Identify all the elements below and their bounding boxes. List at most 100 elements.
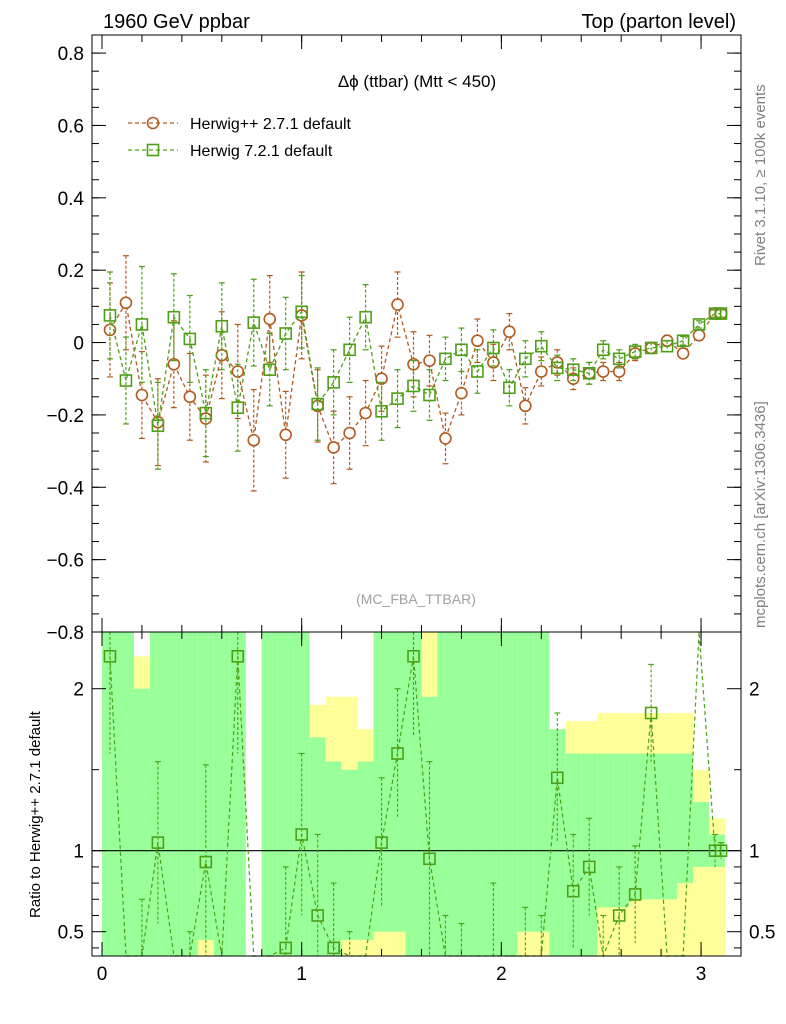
mcplots-reference-label: mcplots.cern.ch [arXiv:1306.3436] xyxy=(752,401,769,628)
herwigpp-point xyxy=(596,365,610,378)
ratio-y-tick-label-right: 1 xyxy=(749,842,760,863)
ratio-herwig7-point xyxy=(628,888,642,901)
ratio-y-axis-label: Ratio to Herwig++ 2.7.1 default xyxy=(27,710,44,918)
herwigpp-point xyxy=(676,347,690,360)
ratio-band-inner xyxy=(437,632,454,956)
ratio-herwig7-point xyxy=(151,836,165,849)
herwig7-point xyxy=(692,318,706,331)
herwig7-point xyxy=(407,379,420,393)
herwig7-point xyxy=(359,310,372,324)
ratio-band-inner xyxy=(325,761,342,956)
herwig7-point xyxy=(471,365,484,378)
ratio-band-inner xyxy=(261,632,278,956)
ratio-herwig7-point xyxy=(550,771,564,785)
main-y-tick-label: 0 xyxy=(73,334,84,355)
herwigpp-point xyxy=(423,354,436,367)
ratio-band-inner xyxy=(645,753,662,900)
herwig7-point xyxy=(628,345,642,358)
herwigpp-line xyxy=(109,300,722,449)
herwig7-point xyxy=(439,352,452,366)
ratio-band-inner xyxy=(613,753,630,908)
ratio-band-inner xyxy=(117,632,134,956)
herwigpp-point xyxy=(135,388,149,402)
ratio-herwig7-point xyxy=(279,941,293,955)
herwig7-point xyxy=(550,361,564,375)
legend: Herwig++ 2.7.1 default Herwig 7.2.1 defa… xyxy=(128,116,352,160)
herwig7-point xyxy=(231,401,245,414)
ratio-band-inner xyxy=(165,632,182,956)
ratio-y-tick-label: 2 xyxy=(73,680,84,701)
herwigpp-point xyxy=(263,312,277,326)
legend-marker-circle xyxy=(146,116,160,130)
herwigpp-point xyxy=(439,432,452,445)
herwigpp-point xyxy=(119,296,133,310)
ratio-x-tick-label: 2 xyxy=(496,964,507,985)
ratio-herwig7-point xyxy=(311,909,324,922)
ratio-herwig7-point xyxy=(582,860,596,874)
herwig7-point xyxy=(279,327,293,340)
analysis-watermark: (MC_FBA_TTBAR) xyxy=(356,591,476,607)
ratio-panel-frame xyxy=(91,631,742,957)
header-level-label: Top (parton level) xyxy=(581,11,736,33)
legend-marker-square xyxy=(146,143,160,157)
main-y-tick-label: 0.2 xyxy=(58,261,84,282)
herwigpp-point xyxy=(519,399,532,413)
ratio-herwig7-point xyxy=(566,884,580,898)
ratio-band-inner xyxy=(629,753,646,900)
main-y-tick-label: −0.2 xyxy=(46,406,84,427)
ratio-y-tick-label: 0.5 xyxy=(58,923,84,944)
herwig7-point xyxy=(644,341,658,355)
ratio-panel-ticks: 0.5 0.5 1 1 2 2 0 1 2 3 xyxy=(58,632,775,985)
ratio-band-inner xyxy=(597,753,614,908)
herwig7-point xyxy=(582,366,596,380)
herwig7-point xyxy=(119,374,133,387)
ratio-band-inner xyxy=(693,802,710,867)
herwigpp-point xyxy=(535,365,548,378)
ratio-herwig7-line xyxy=(109,631,722,959)
ratio-band-inner xyxy=(501,632,518,956)
ratio-herwig7-point xyxy=(199,855,213,869)
ratio-band-inner xyxy=(101,632,118,956)
ratio-herwig7-point xyxy=(375,836,388,849)
main-panel-ticks: −0.8 −0.6 −0.4 −0.2 0 0.2 0.4 0.6 0.8 xyxy=(46,35,741,644)
herwig7-point xyxy=(103,309,117,322)
header-process-label: 1960 GeV ppbar xyxy=(103,11,250,33)
ratio-herwig7-point xyxy=(327,941,340,955)
herwig7-point xyxy=(135,318,149,331)
rivet-version-label: Rivet 3.1.10, ≥ 100k events xyxy=(752,84,769,266)
herwigpp-point xyxy=(247,433,261,447)
herwig7-point xyxy=(343,343,356,357)
ratio-herwig7-point xyxy=(231,649,245,663)
herwig7-point xyxy=(596,343,610,357)
ratio-y-tick-label: 1 xyxy=(73,842,84,863)
herwigpp-point xyxy=(343,426,356,440)
legend-entry-herwig7: Herwig 7.2.1 default xyxy=(128,143,333,160)
herwig7-point xyxy=(487,341,500,355)
main-y-tick-label: 0.6 xyxy=(58,116,84,137)
ratio-band-inner xyxy=(373,632,390,932)
legend-entry-herwigpp: Herwig++ 2.7.1 default xyxy=(128,116,352,133)
herwigpp-point xyxy=(359,406,372,420)
ratio-band-inner xyxy=(229,632,246,956)
ratio-band-inner xyxy=(341,769,358,940)
herwig7-point xyxy=(535,339,548,353)
herwig7-point xyxy=(612,352,626,366)
herwigpp-point xyxy=(327,441,340,454)
ratio-band-inner xyxy=(549,729,566,956)
ratio-band-inner xyxy=(405,632,422,956)
herwig7-point xyxy=(391,392,404,405)
main-y-tick-label: −0.8 xyxy=(46,623,84,644)
herwig7-point xyxy=(151,419,165,433)
herwigpp-point xyxy=(183,390,197,404)
herwig7-point xyxy=(660,339,674,353)
herwigpp-point xyxy=(503,325,516,338)
herwig7-line xyxy=(109,310,722,426)
ratio-band-inner xyxy=(277,632,294,956)
herwig7-point xyxy=(327,376,340,389)
herwig7-point xyxy=(423,388,436,402)
herwig7-point xyxy=(714,307,728,320)
main-y-tick-label: −0.4 xyxy=(46,478,84,499)
herwigpp-point xyxy=(391,298,404,311)
ratio-y-tick-label-right: 0.5 xyxy=(749,923,775,944)
